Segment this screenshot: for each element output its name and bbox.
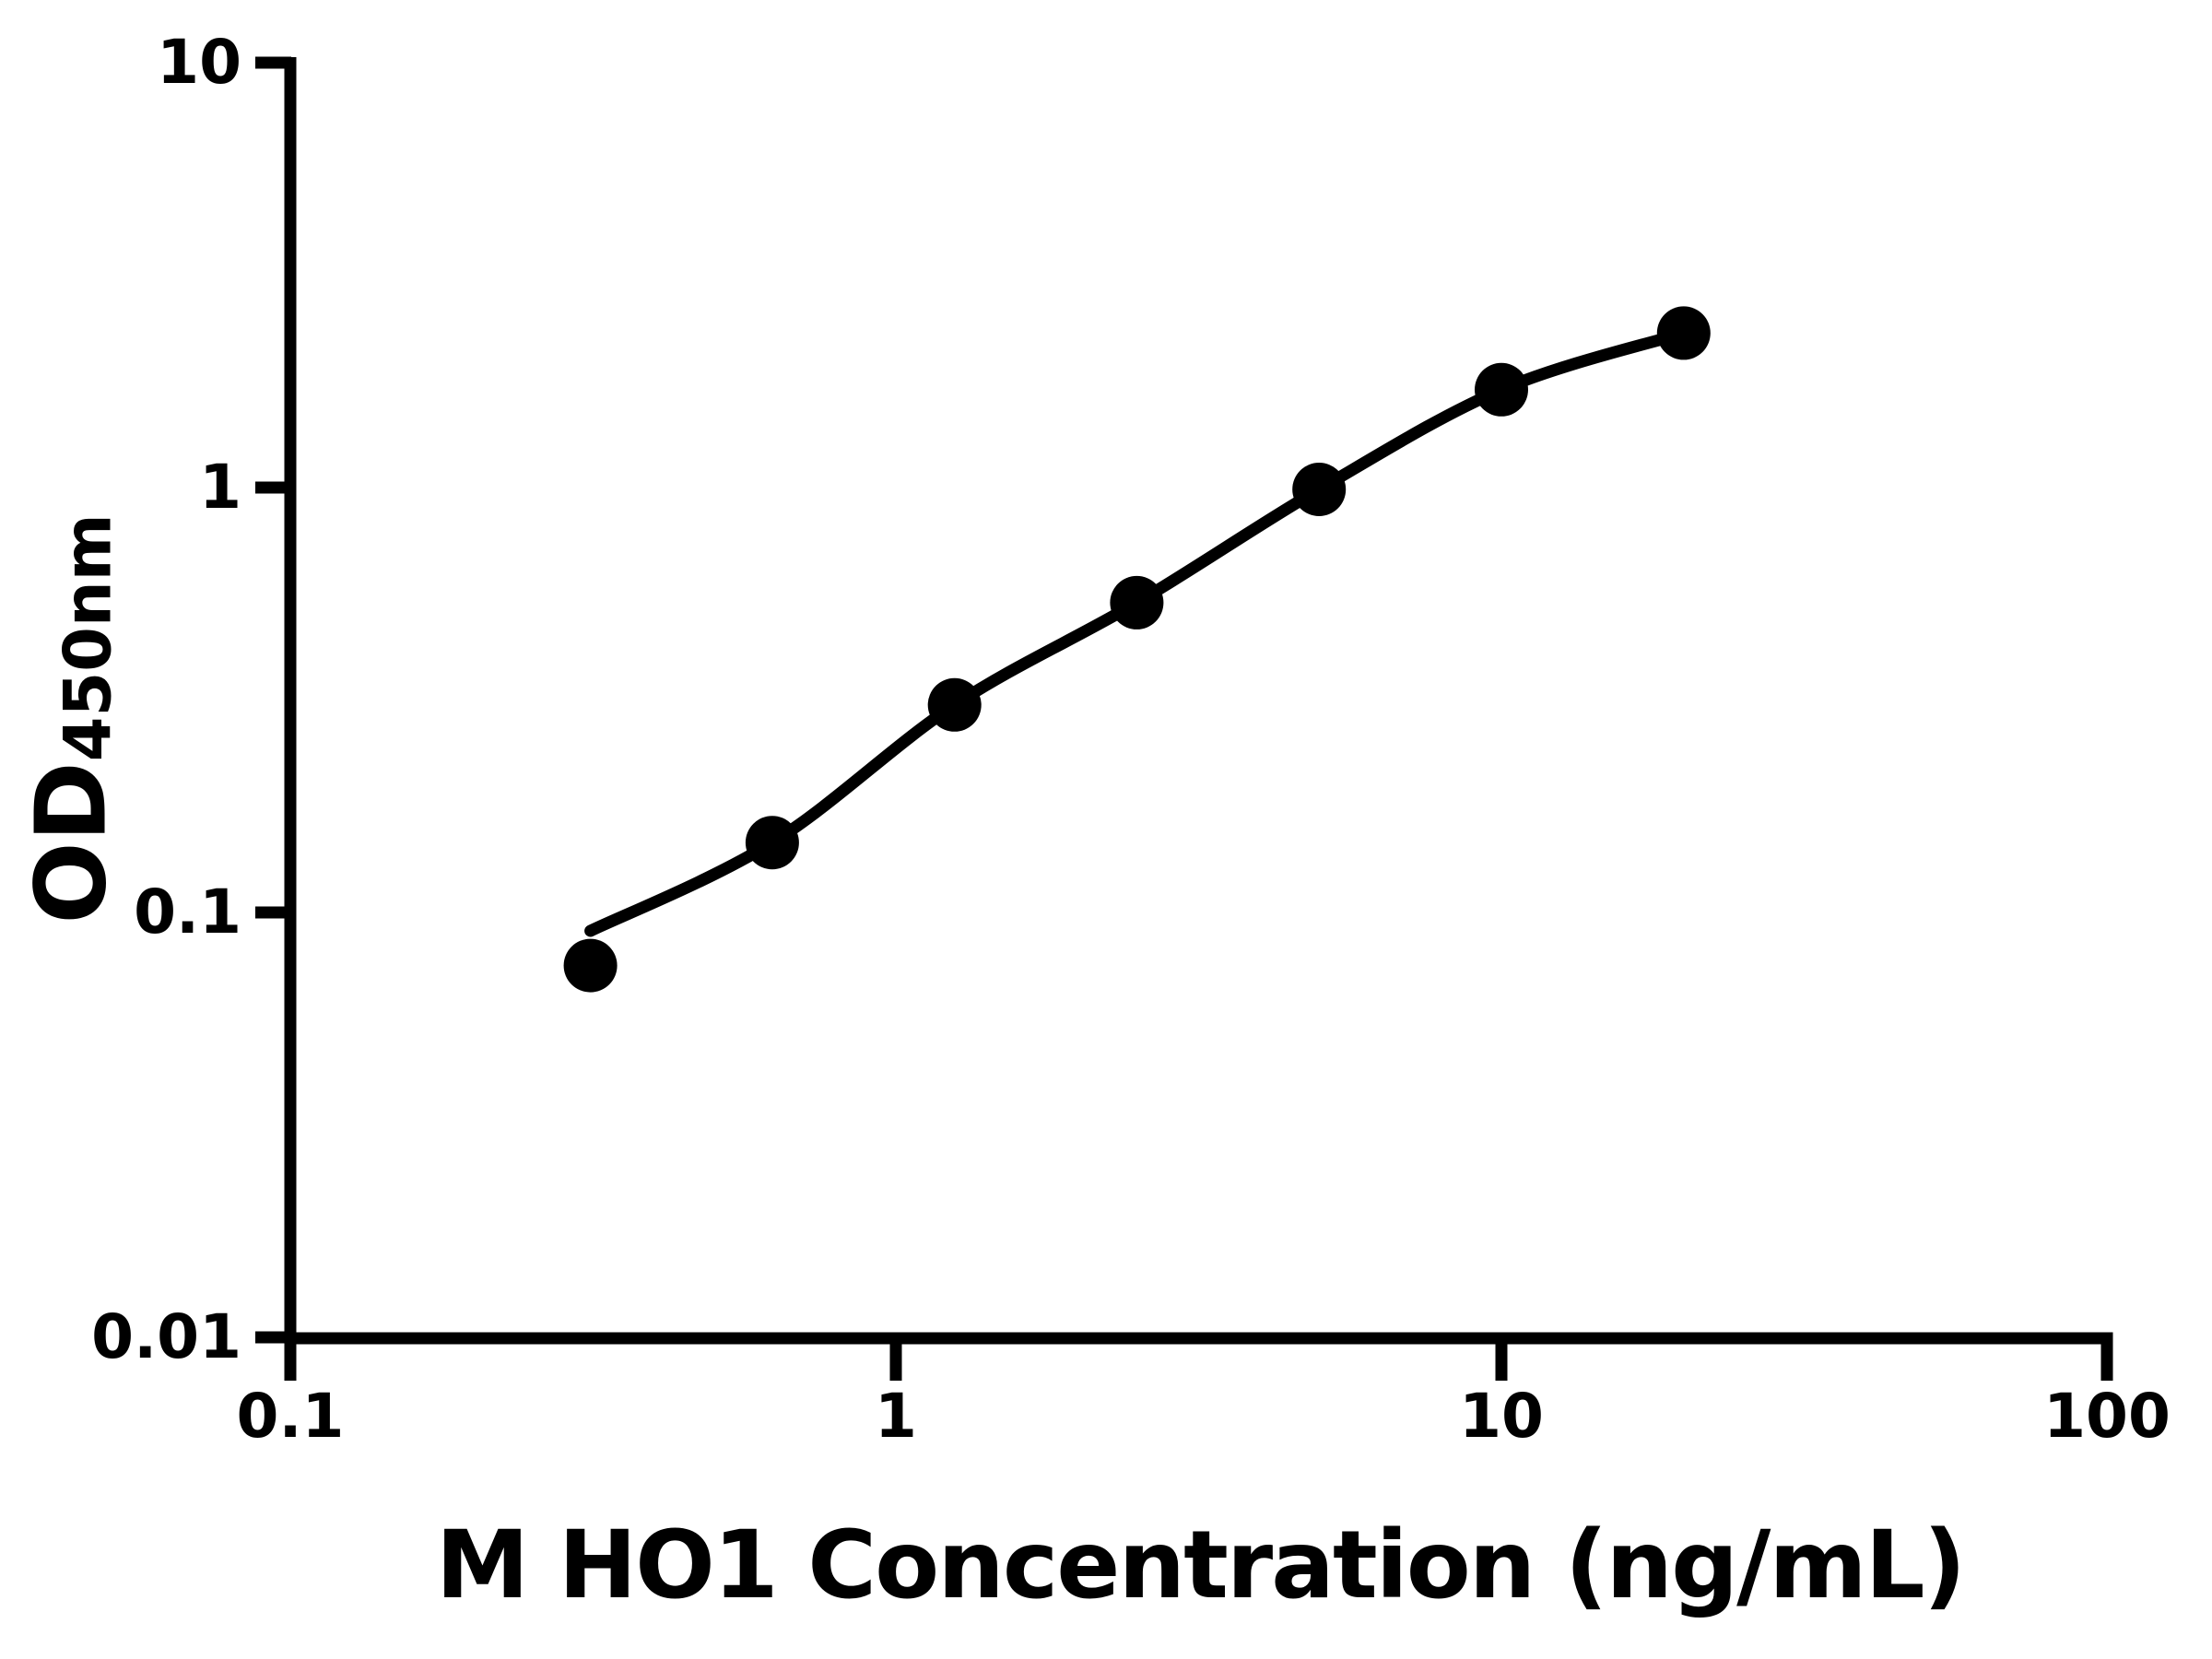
x-tick-label-10: 10 <box>1459 1381 1544 1452</box>
y-axis-title-subscript: 450nm <box>50 513 126 762</box>
y-tick-label-0.1: 0.1 <box>134 877 241 947</box>
x-tick-label-0.1: 0.1 <box>236 1381 345 1452</box>
data-point <box>1110 575 1164 629</box>
y-axis-title: OD450nm <box>16 513 128 924</box>
y-tick-label-1: 1 <box>199 452 241 523</box>
data-point <box>1656 306 1711 360</box>
x-tick-label-100: 100 <box>2043 1381 2171 1452</box>
y-tick-label-0.01: 0.01 <box>91 1301 241 1372</box>
y-axis-title-main: OD <box>15 761 128 924</box>
data-point <box>563 938 618 993</box>
x-axis-title: M HO1 Concentration (ng/mL) <box>435 1511 1967 1620</box>
data-point <box>927 677 982 732</box>
data-point <box>1292 463 1347 516</box>
y-tick-label-10: 10 <box>157 27 241 98</box>
data-point <box>1475 362 1528 417</box>
x-tick-label-1: 1 <box>875 1381 917 1452</box>
data-point <box>745 816 799 870</box>
